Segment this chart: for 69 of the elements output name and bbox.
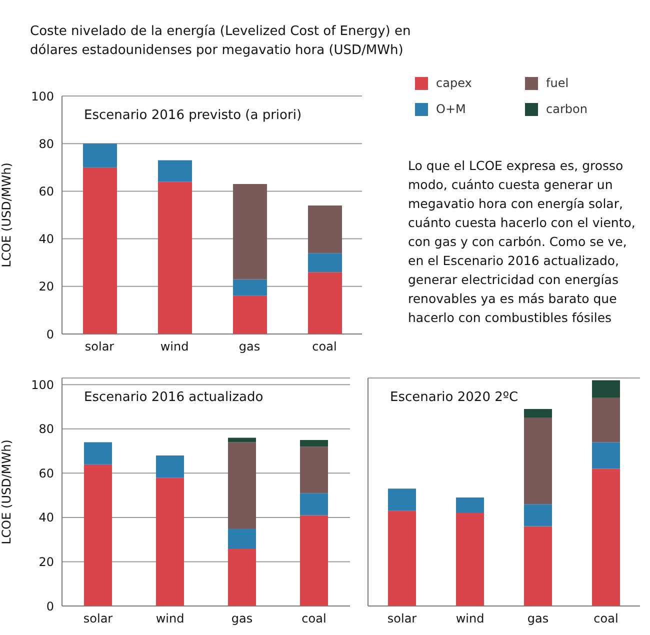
y-axis-title: LCOE (USD/MWh) xyxy=(0,440,14,544)
bar xyxy=(524,408,552,418)
legend-label: O+M xyxy=(436,102,466,116)
text: Lo que el LCOE expresa es, grosso modo, cuánto cuesta generar un megavatio hora con energía solar, cuánto cuesta hacerlo con el viento, con gas y con carbón. Como se ve, en el Escenario 2016 actualizado, generar electricidad con energías renovables ya es más barato que hacerlo con combustibles fósiles xyxy=(408,158,636,325)
bar xyxy=(308,253,342,272)
y-tick-label: 100 xyxy=(31,89,54,104)
y-tick-label: 0 xyxy=(46,599,54,614)
bar xyxy=(233,184,267,280)
bar xyxy=(83,167,117,334)
bar xyxy=(300,440,328,447)
bar xyxy=(233,296,267,334)
y-tick-label: 40 xyxy=(38,510,54,525)
x-tick-label: gas xyxy=(238,340,260,354)
bar xyxy=(592,468,620,606)
y-tick-label: 0 xyxy=(46,327,54,342)
bar xyxy=(300,446,328,494)
bar xyxy=(156,455,184,478)
bar xyxy=(592,398,620,442)
y-tick-label: 100 xyxy=(31,378,54,392)
bar xyxy=(308,205,342,254)
text: Escenario 2016 previsto (a priori) xyxy=(84,108,302,123)
text: Escenario 2020 2ºC xyxy=(390,390,518,405)
y-tick-label: 60 xyxy=(38,466,54,480)
bar xyxy=(388,488,416,511)
y-tick-label: 20 xyxy=(38,554,54,569)
bar xyxy=(524,418,552,504)
bar xyxy=(83,144,117,168)
bar xyxy=(524,526,552,606)
bar xyxy=(592,380,620,398)
x-tick-label: gas xyxy=(231,612,253,626)
x-tick-label: coal xyxy=(312,340,337,354)
bar xyxy=(158,160,192,182)
y-tick-label: 80 xyxy=(38,136,54,151)
bar xyxy=(158,182,192,334)
bar xyxy=(456,498,484,514)
legend-label: fuel xyxy=(546,76,569,90)
y-tick-label: 40 xyxy=(38,232,54,246)
x-tick-label: solar xyxy=(387,612,417,626)
y-tick-label: 80 xyxy=(38,422,54,436)
x-tick-label: wind xyxy=(456,612,484,626)
bar xyxy=(524,504,552,526)
y-tick-label: 60 xyxy=(38,184,54,198)
y-tick-label: 20 xyxy=(38,280,54,294)
text: Escenario 2016 actualizado xyxy=(84,390,264,405)
bar xyxy=(228,548,256,606)
bar xyxy=(388,510,416,606)
x-tick-label: solar xyxy=(83,612,113,626)
chart-title: Coste nivelado de la energía (Levelized Cost of Energy) en dólares estadounidenses por megavatio hora (USD/MWh) xyxy=(30,23,412,60)
legend-label: carbon xyxy=(546,102,588,116)
bar xyxy=(300,493,328,516)
x-tick-label: coal xyxy=(302,612,326,626)
bar xyxy=(592,442,620,469)
x-tick-label: solar xyxy=(84,340,114,354)
bar xyxy=(300,515,328,606)
bar xyxy=(156,478,184,606)
bar xyxy=(308,272,342,334)
x-tick-label: gas xyxy=(527,612,549,626)
bar xyxy=(228,528,256,548)
x-tick-label: coal xyxy=(594,612,618,626)
bar xyxy=(84,464,112,606)
x-tick-label: wind xyxy=(156,612,184,626)
bar xyxy=(456,513,484,606)
x-tick-label: wind xyxy=(160,340,189,354)
bar xyxy=(228,438,256,442)
y-axis-title: LCOE (USD/MWh) xyxy=(0,162,14,268)
legend-label: capex xyxy=(436,76,472,90)
bar xyxy=(233,279,267,296)
bar xyxy=(228,442,256,529)
bar xyxy=(84,442,112,464)
